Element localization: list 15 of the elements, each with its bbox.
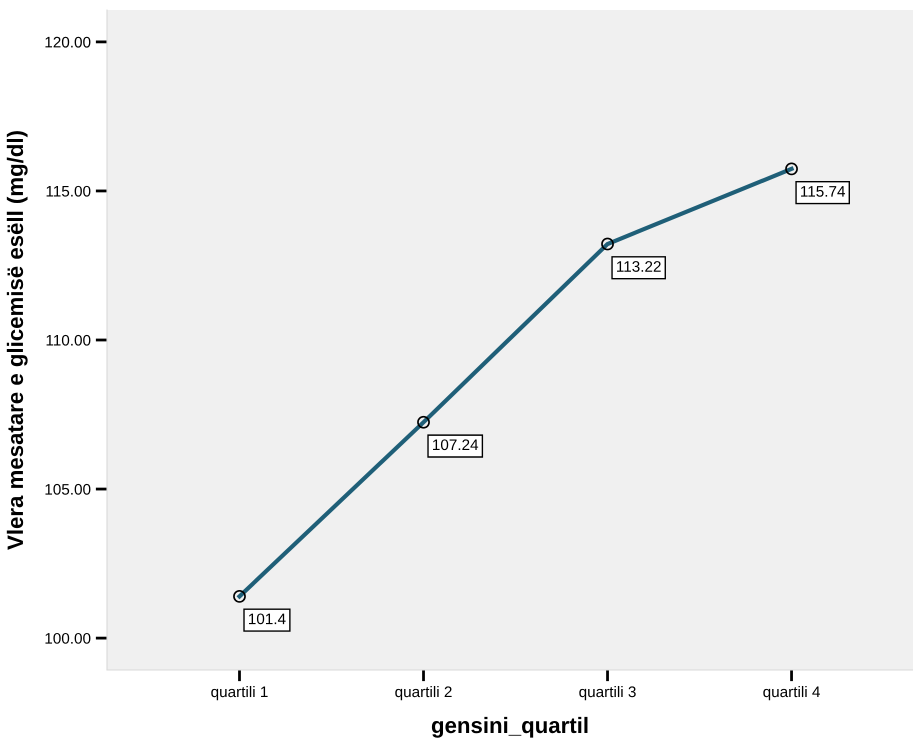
y-tick-label: 115.00 — [46, 186, 90, 197]
x-tick-label: quartili 2 — [395, 686, 452, 700]
y-tick-label: 105.00 — [45, 484, 90, 495]
data-label: 101.4 — [248, 613, 286, 624]
data-label: 113.22 — [617, 261, 661, 272]
x-axis-title: gensini_quartil — [432, 716, 588, 738]
data-label: 107.24 — [433, 439, 478, 450]
x-tick-label: quartili 4 — [763, 686, 820, 700]
x-tick-label: quartili 3 — [579, 686, 636, 700]
x-tick-label: quartili 1 — [211, 686, 268, 700]
y-tick-label: 120.00 — [45, 36, 90, 48]
data-label: 115.74 — [801, 186, 846, 197]
y-tick-label: 100.00 — [45, 632, 90, 644]
y-axis-title: Vlera mesatare e glicemisë esëll (mg/dl) — [6, 131, 28, 550]
y-tick-label: 110.00 — [46, 334, 90, 346]
